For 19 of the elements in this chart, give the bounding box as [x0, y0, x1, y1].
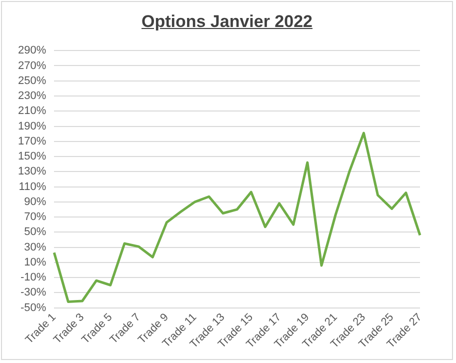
y-tick-label: 130% [18, 166, 46, 178]
y-tick-label: 110% [18, 180, 46, 193]
y-tick-label: 50% [24, 226, 46, 238]
y-tick-label: 250% [18, 74, 46, 87]
y-tick-label: 70% [24, 211, 46, 224]
y-tick-label: 190% [18, 120, 46, 132]
y-tick-label: -10% [20, 272, 46, 284]
y-tick-label: -50% [20, 302, 46, 314]
y-tick-label: 10% [24, 256, 46, 268]
y-tick-label: 90% [24, 196, 46, 208]
y-tick-label: 290% [18, 44, 46, 57]
y-tick-label: 210% [18, 105, 46, 118]
y-tick-label: 150% [18, 150, 46, 163]
chart-title: Options Janvier 2022 [140, 12, 314, 32]
y-tick-label: -30% [20, 286, 46, 299]
y-tick-label: 230% [18, 90, 46, 102]
y-tick-label: 30% [24, 241, 46, 254]
y-tick-label: 170% [18, 135, 46, 148]
y-tick-label: 270% [18, 60, 46, 72]
